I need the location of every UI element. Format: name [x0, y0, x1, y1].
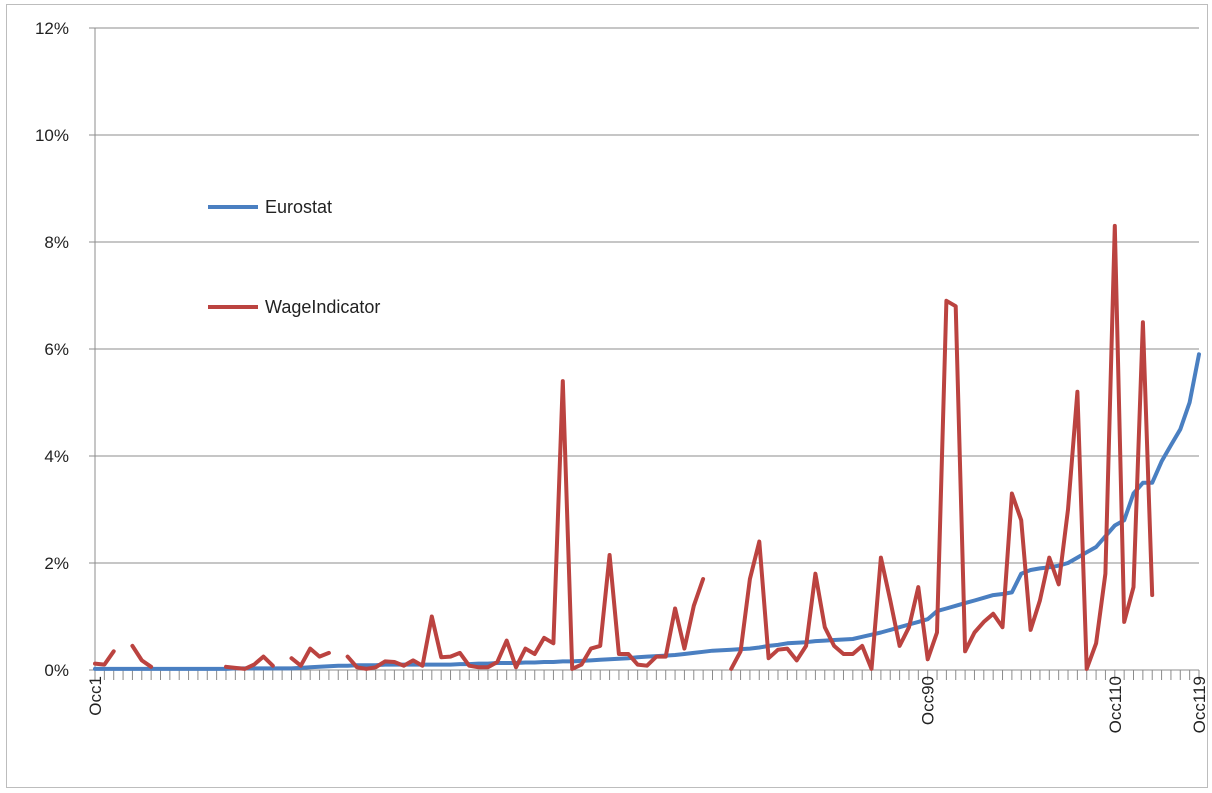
y-tick-label: 12% [35, 19, 69, 38]
y-tick-label: 10% [35, 126, 69, 145]
x-tick-label: Occ90 [919, 676, 938, 725]
y-tick-label: 8% [44, 233, 69, 252]
series-line-segment [93, 352, 1201, 671]
series-line-segment [224, 654, 275, 671]
y-tick-label: 6% [44, 340, 69, 359]
x-tick-label: Occ119 [1190, 676, 1209, 733]
gridlines [95, 27, 1199, 564]
series-line-segment [289, 646, 331, 668]
series-line-segment [345, 379, 706, 671]
legend: Eurostat WageIndicator [208, 197, 380, 317]
x-axis-ticks: Occ1 Occ90 Occ110 Occ119 [86, 670, 1209, 733]
series-line-segment [729, 223, 1155, 671]
x-tick-label: Occ110 [1106, 676, 1125, 733]
legend-label-eurostat: Eurostat [265, 197, 332, 217]
y-tick-label: 0% [44, 661, 69, 680]
series-wageindicator [93, 223, 1155, 671]
y-tick-label: 2% [44, 554, 69, 573]
series-eurostat [93, 352, 1201, 671]
y-axis-tick-labels: 0% 2% 4% 6% 8% 10% 12% [35, 19, 69, 680]
series-line-segment [130, 643, 154, 669]
series-lines [93, 223, 1201, 671]
chart-frame [6, 4, 1208, 788]
x-tick-label: Occ1 [86, 676, 105, 716]
legend-label-wageindicator: WageIndicator [265, 297, 380, 317]
y-tick-label: 4% [44, 447, 69, 466]
series-line-segment [93, 649, 116, 667]
